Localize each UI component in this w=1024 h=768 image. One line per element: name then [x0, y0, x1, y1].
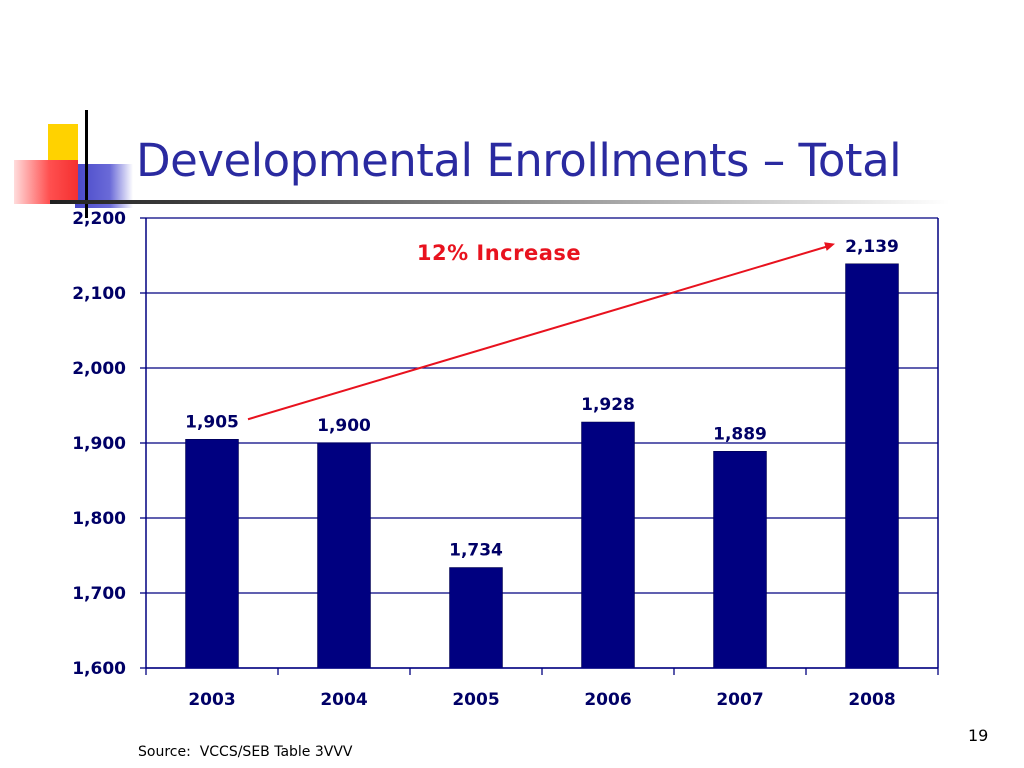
y-tick-label: 1,800: [72, 509, 126, 529]
gridlines: [146, 217, 938, 669]
y-tick-label: 2,000: [72, 359, 126, 379]
bar: [713, 451, 767, 669]
x-tick-label: 2005: [452, 690, 499, 710]
increase-arrow: [247, 245, 829, 421]
arrow-head: [824, 242, 835, 251]
bar: [581, 421, 635, 669]
bar: [317, 442, 371, 669]
decor-vertical-line: [85, 110, 88, 218]
x-tick-label: 2008: [848, 690, 895, 710]
page-number: 19: [968, 726, 989, 745]
y-tick-label: 2,100: [72, 284, 126, 304]
data-label: 1,905: [185, 412, 239, 432]
decor-yellow-square: [48, 124, 78, 164]
data-label: 1,928: [581, 395, 635, 415]
y-tick-label: 1,600: [72, 659, 126, 679]
bar: [185, 439, 239, 669]
annotation-text: 12% Increase: [417, 241, 581, 265]
bar-series: [185, 263, 899, 669]
slide-title: Developmental Enrollments – Total: [136, 134, 902, 187]
source-note: Source: VCCS/SEB Table 3VVV: [138, 744, 353, 760]
y-tick-label: 2,200: [72, 209, 126, 229]
data-label: 2,139: [845, 237, 899, 257]
y-tick-label: 1,700: [72, 584, 126, 604]
data-labels: 1,905 1,900 1,734 1,928 1,889 2,139: [185, 237, 899, 561]
x-tick-label: 2004: [320, 690, 367, 710]
x-tick-label: 2006: [584, 690, 631, 710]
bar: [449, 567, 503, 669]
decor-red-square: [14, 160, 78, 204]
axes: 1,600 1,700 1,800 1,900 2,000 2,100 2,200 2003 2…: [72, 209, 939, 710]
decor-horizontal-rule: [50, 200, 950, 204]
x-tick-label: 2007: [716, 690, 763, 710]
y-tick-label: 1,900: [72, 434, 126, 454]
increase-annotation: 12% Increase: [247, 241, 835, 421]
data-label: 1,900: [317, 416, 371, 436]
x-tick-label: 2003: [188, 690, 235, 710]
bar: [845, 263, 899, 669]
data-label: 1,889: [713, 424, 767, 444]
data-label: 1,734: [449, 541, 503, 561]
